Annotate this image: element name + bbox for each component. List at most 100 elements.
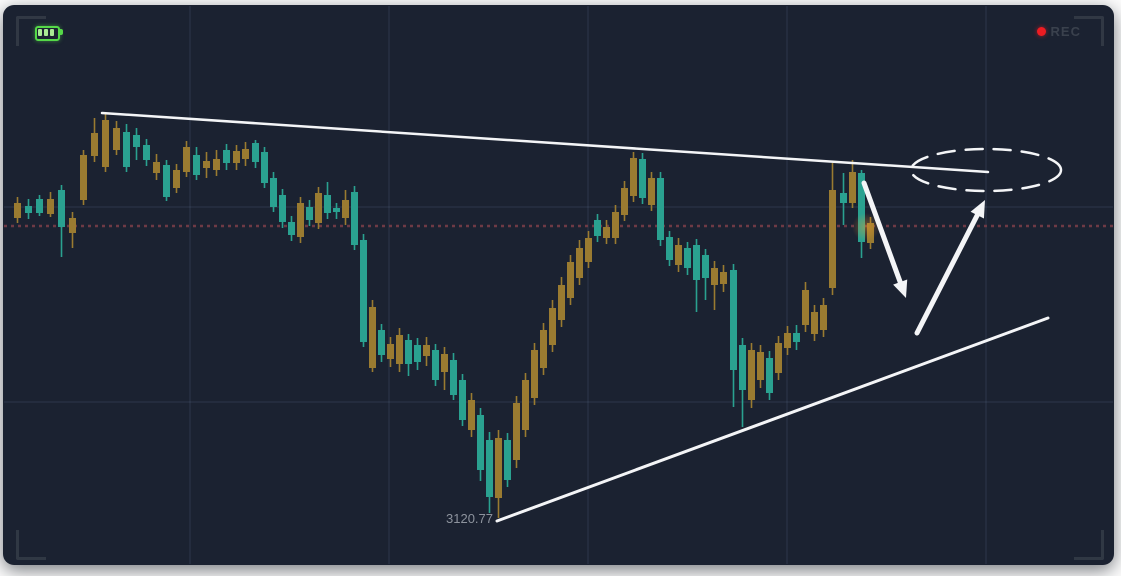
candle [748,343,755,408]
candle [739,338,746,427]
candle [143,139,150,166]
candle [585,231,592,268]
candle-body [849,172,856,203]
candle-body [540,330,547,368]
candle-body [739,345,746,390]
battery-icon [35,26,63,41]
candle-body [829,190,836,288]
candle-body [666,237,673,260]
candle [342,190,349,225]
candle-body [639,159,646,198]
candle-body [603,227,610,238]
candle [306,200,313,226]
candle-body [513,403,520,460]
candle-body [820,305,827,330]
candle-body [36,199,43,213]
candle [423,337,430,366]
candle [414,338,421,370]
candle-body [504,440,511,480]
candle-body [522,380,529,430]
candle-body [630,158,637,196]
candle [203,152,210,178]
candle [378,324,385,362]
candle-body [793,333,800,342]
candle [486,432,493,513]
candle-body [720,272,727,284]
candle [387,337,394,367]
candle-body [333,208,340,212]
candle [594,214,601,242]
candle [468,393,475,437]
arrow-up-head [970,200,985,219]
candle [522,373,529,437]
candle-body [531,350,538,398]
candle-body [730,270,737,370]
candle-body [811,312,818,334]
candle-body [153,162,160,173]
candle [288,216,295,241]
candle-body [47,199,54,214]
candle-body [675,245,682,265]
candle [693,239,700,312]
candle-body [558,285,565,320]
candle-body [450,360,457,395]
candle-body [342,200,349,218]
candle [558,277,565,327]
candle [183,141,190,177]
candle-body [369,307,376,368]
candle-body [468,400,475,430]
candle-body [351,192,358,245]
candle [279,189,286,228]
candle-body [183,147,190,172]
candle-body [477,415,484,470]
candle-body [252,143,259,162]
rec-label: REC [1050,24,1081,39]
candle [14,197,21,223]
candle-body [495,438,502,498]
candle-body [315,193,322,223]
candle [351,186,358,250]
candle-body [58,190,65,227]
frame-corner-bottom-right-icon [1074,530,1104,560]
battery-bar [44,29,48,36]
candle [531,343,538,405]
candle-body [173,170,180,188]
candle-body [123,132,130,167]
candle [657,172,664,246]
candle-body [766,358,773,393]
candle [820,298,827,337]
candle-body [459,380,466,420]
candle-body [802,290,809,325]
candle [153,154,160,180]
arrow-up-shaft [914,212,980,336]
candle-body [594,220,601,236]
candle [639,153,646,204]
candle-body [213,159,220,170]
candle-body [657,178,664,240]
candle-body [242,149,249,159]
candle-body [143,145,150,160]
candle-body [549,308,556,345]
battery-shell [35,26,60,41]
candle-body [324,195,331,213]
candle [432,344,439,386]
candle-body [223,150,230,163]
candle-body [840,193,847,203]
candle-body [702,255,709,278]
candle-body [133,135,140,147]
candle-body [270,178,277,207]
candle [603,220,610,244]
candle-body [233,151,240,163]
battery-bar [50,29,54,36]
candle [163,160,170,201]
frame-corner-top-left-icon [16,16,46,46]
candle-body [203,161,210,168]
candle [441,347,448,390]
candle [405,334,412,376]
candle-body [360,240,367,342]
candle [91,118,98,162]
candle [675,238,682,272]
candle-body [612,212,619,238]
candle [193,147,200,180]
candle-body [113,128,120,150]
